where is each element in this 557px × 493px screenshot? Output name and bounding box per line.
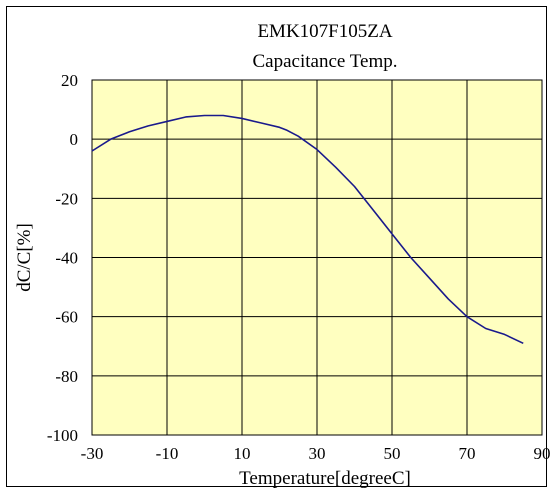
y-axis-label: dC/C[%] bbox=[14, 223, 35, 292]
x-tick-label: -10 bbox=[156, 444, 179, 463]
x-tick-label: 90 bbox=[534, 444, 551, 463]
chart-subtitle: Capacitance Temp. bbox=[253, 51, 398, 72]
chart-title: EMK107F105ZA bbox=[257, 21, 392, 42]
y-tick-label: -80 bbox=[55, 367, 78, 386]
x-tick-label: 30 bbox=[309, 444, 326, 463]
x-tick-label: 50 bbox=[384, 444, 401, 463]
x-tick-label: 10 bbox=[234, 444, 251, 463]
y-tick-label: -40 bbox=[55, 249, 78, 268]
series-line bbox=[91, 114, 524, 345]
x-tick-label: -30 bbox=[81, 444, 104, 463]
x-tick-label: 70 bbox=[459, 444, 476, 463]
series-group bbox=[91, 114, 524, 345]
y-tick-label: -100 bbox=[47, 426, 78, 445]
y-tick-label: 20 bbox=[61, 71, 78, 90]
grid-lines bbox=[91, 79, 543, 436]
y-tick-label: 0 bbox=[70, 130, 79, 149]
y-tick-label: -20 bbox=[55, 189, 78, 208]
tick-labels: -30 -10 10 30 50 70 90 20 0 -20 -40 -60 -80 -100 bbox=[47, 71, 551, 463]
x-axis-label: Temperature[degreeC] bbox=[239, 468, 411, 489]
y-tick-label: -60 bbox=[55, 308, 78, 327]
